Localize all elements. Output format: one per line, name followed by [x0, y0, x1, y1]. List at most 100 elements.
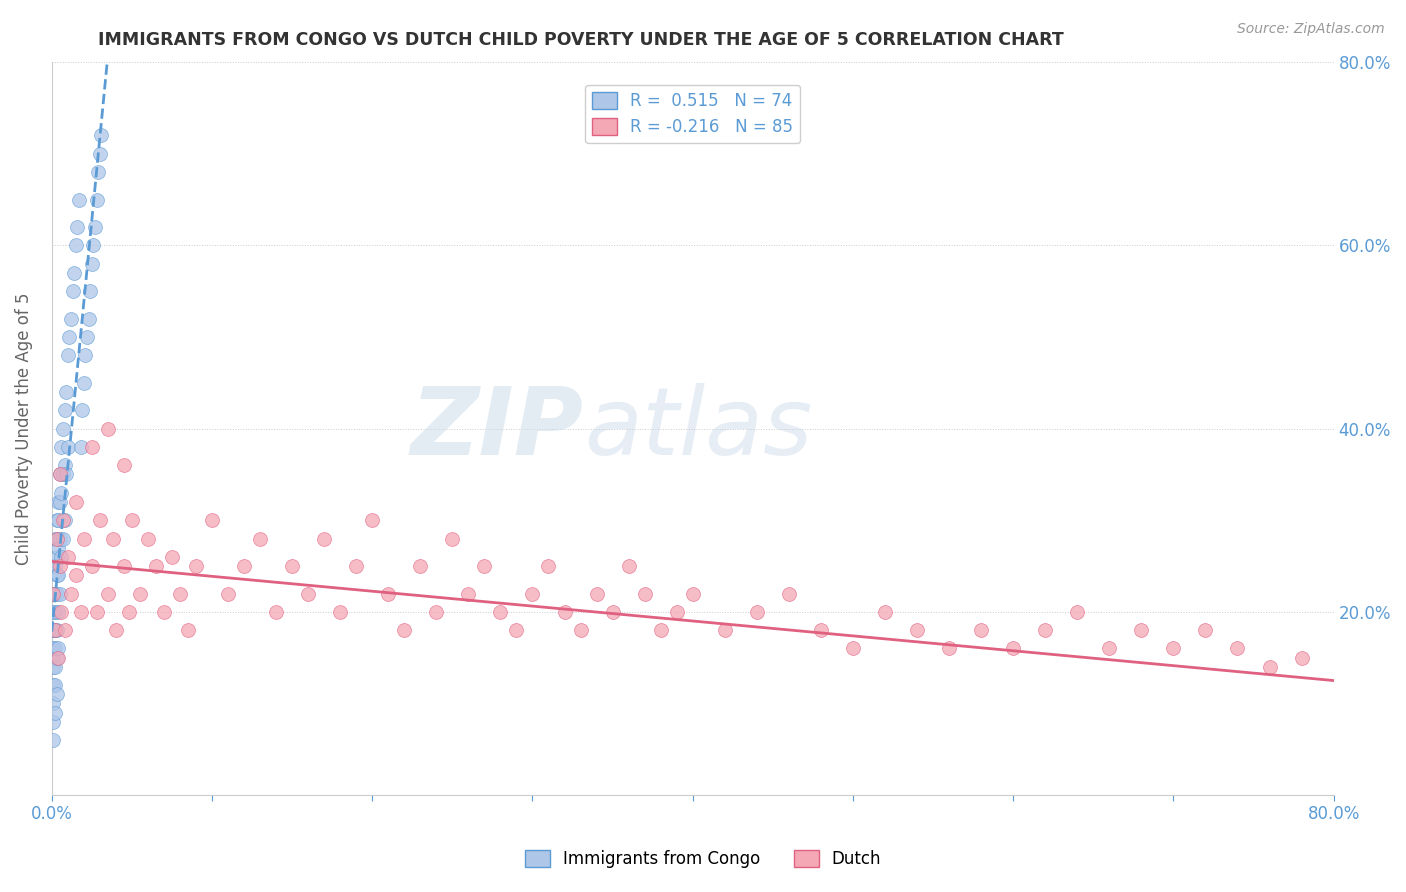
Point [145, 559, 167, 574]
Point [55, 467, 77, 482]
Point [80, 440, 103, 454]
Point [44, 660, 66, 674]
Point [45, 623, 67, 637]
Point [70, 403, 93, 417]
Point [59, 311, 82, 326]
Point [778, 586, 800, 600]
Point [46, 513, 69, 527]
Point [73, 376, 96, 390]
Point [457, 586, 479, 600]
Point [665, 605, 688, 619]
Point [42, 678, 65, 692]
Point [905, 623, 928, 637]
Point [377, 586, 399, 600]
Point [569, 623, 592, 637]
Point [522, 586, 544, 600]
Point [1066, 605, 1088, 619]
Point [169, 586, 191, 600]
Point [49, 467, 72, 482]
Point [1130, 623, 1153, 637]
Point [41, 650, 63, 665]
Point [87, 165, 110, 179]
Point [42, 641, 65, 656]
Point [77, 311, 100, 326]
Point [474, 559, 496, 574]
Point [44, 532, 66, 546]
Point [44, 678, 66, 692]
Point [90, 128, 112, 143]
Point [217, 586, 239, 600]
Point [617, 559, 640, 574]
Point [745, 605, 768, 619]
Point [409, 559, 432, 574]
Point [441, 532, 464, 546]
Point [42, 714, 65, 729]
Point [938, 641, 960, 656]
Point [361, 513, 384, 527]
Point [49, 495, 72, 509]
Point [84, 220, 107, 235]
Point [41, 586, 63, 600]
Legend: R =  0.515   N = 74, R = -0.216   N = 85: R = 0.515 N = 74, R = -0.216 N = 85 [585, 85, 800, 143]
Point [56, 348, 79, 362]
Point [51, 485, 73, 500]
Point [329, 605, 352, 619]
Point [153, 605, 176, 619]
Point [49, 467, 72, 482]
Point [42, 733, 65, 747]
Point [46, 650, 69, 665]
Point [65, 495, 87, 509]
Text: IMMIGRANTS FROM CONGO VS DUTCH CHILD POVERTY UNDER THE AGE OF 5 CORRELATION CHAR: IMMIGRANTS FROM CONGO VS DUTCH CHILD POV… [98, 31, 1064, 49]
Point [46, 495, 69, 509]
Point [314, 532, 336, 546]
Point [1098, 641, 1121, 656]
Point [82, 238, 104, 252]
Point [45, 586, 67, 600]
Point [505, 623, 527, 637]
Point [297, 586, 319, 600]
Point [44, 641, 66, 656]
Point [44, 586, 66, 600]
Point [49, 559, 72, 574]
Point [42, 586, 65, 600]
Point [42, 660, 65, 674]
Point [713, 623, 735, 637]
Point [394, 623, 416, 637]
Point [1194, 623, 1216, 637]
Point [86, 193, 108, 207]
Point [79, 284, 101, 298]
Point [42, 697, 65, 711]
Point [45, 650, 67, 665]
Point [1291, 650, 1313, 665]
Point [59, 586, 82, 600]
Point [52, 467, 75, 482]
Point [177, 623, 200, 637]
Point [42, 586, 65, 600]
Point [45, 532, 67, 546]
Point [86, 605, 108, 619]
Point [842, 641, 865, 656]
Point [425, 605, 447, 619]
Point [553, 605, 575, 619]
Point [537, 559, 560, 574]
Point [97, 586, 120, 600]
Point [1033, 623, 1056, 637]
Point [810, 623, 832, 637]
Point [633, 586, 655, 600]
Y-axis label: Child Poverty Under the Age of 5: Child Poverty Under the Age of 5 [15, 293, 32, 565]
Point [46, 641, 69, 656]
Point [42, 623, 65, 637]
Point [44, 559, 66, 574]
Point [184, 559, 207, 574]
Point [53, 403, 76, 417]
Point [97, 421, 120, 435]
Point [44, 623, 66, 637]
Point [45, 687, 67, 701]
Point [52, 532, 75, 546]
Point [51, 549, 73, 564]
Point [76, 330, 98, 344]
Point [128, 586, 150, 600]
Point [52, 513, 75, 527]
Point [489, 605, 512, 619]
Point [44, 605, 66, 619]
